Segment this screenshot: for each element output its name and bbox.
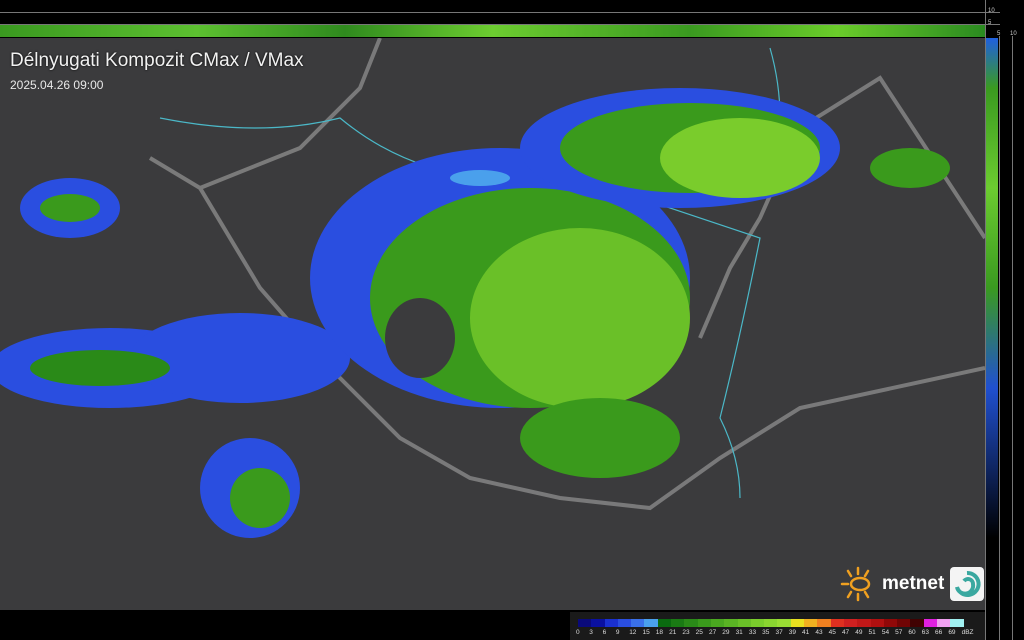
legend-swatch [790, 619, 805, 627]
legend-swatch [937, 619, 951, 627]
map-title: Délnyugati Kompozit CMax / VMax [10, 50, 304, 71]
legend-swatch [591, 619, 605, 627]
legend-swatch [764, 619, 778, 627]
legend-tick: 66 [935, 629, 943, 636]
legend-tick: 57 [895, 629, 903, 636]
legend-tick: 15 [642, 629, 650, 636]
legend-swatch [697, 619, 711, 627]
legend-tick: 49 [855, 629, 863, 636]
legend-tick: 43 [815, 629, 823, 636]
top-profile-panel: 10 5 5 10 [0, 0, 1024, 38]
legend-swatch [950, 619, 964, 627]
legend-swatch [777, 619, 791, 627]
axis-label: 5 [988, 20, 992, 26]
legend-swatch [578, 619, 592, 627]
dbz-legend: 0 3 6 9 12 15 18 21 23 25 27 29 31 33 35 37 39 41 43 45 47 49… [570, 612, 985, 640]
legend-swatch [657, 619, 672, 627]
legend-swatch [843, 619, 858, 627]
legend-swatch [710, 619, 725, 627]
legend-ticks: 0 3 6 9 12 15 18 21 23 25 27 29 31 33 35 37 39 41 43 45 47 49… [576, 629, 975, 636]
legend-tick: 0 [576, 629, 580, 636]
swirl-icon [950, 567, 985, 601]
legend-tick: 9 [615, 629, 620, 636]
legend-swatch [644, 619, 658, 627]
legend-swatch [604, 619, 618, 627]
radar-layer [0, 37, 987, 538]
metnet-logo: metnet [840, 566, 985, 602]
logo-text: metnet [882, 573, 945, 594]
legend-swatch [671, 619, 685, 627]
radar-map[interactable] [0, 37, 987, 610]
legend-swatch [737, 619, 751, 627]
legend-tick: 21 [669, 629, 677, 636]
legend-tick: 41 [802, 629, 810, 636]
axis-line [0, 12, 1000, 13]
axis-line [0, 24, 1000, 25]
legend-tick: 45 [828, 629, 836, 636]
legend-swatch [817, 619, 831, 627]
legend-color-bar [578, 619, 964, 627]
right-reflectivity-profile [986, 38, 998, 538]
map-timestamp: 2025.04.26 09:00 [10, 78, 104, 92]
legend-tick: 39 [788, 629, 796, 636]
legend-tick: 51 [868, 629, 876, 636]
legend-swatch [857, 619, 871, 627]
legend-tick: 6 [602, 629, 607, 636]
legend-tick: 25 [695, 629, 703, 636]
legend-tick: 60 [908, 629, 916, 636]
axis-label: 10 [1010, 31, 1017, 37]
precipitation [0, 88, 950, 538]
axis-label: 5 [997, 31, 1001, 37]
legend-swatch [897, 619, 911, 627]
legend-swatch [910, 619, 924, 627]
legend-swatch [631, 619, 645, 627]
legend-swatch [724, 619, 738, 627]
axis-line [985, 0, 986, 640]
legend-tick: 35 [762, 629, 770, 636]
legend-tick: 31 [735, 629, 743, 636]
legend-swatch [870, 619, 884, 627]
legend-tick: 3 [589, 629, 593, 636]
top-reflectivity-profile [0, 25, 985, 37]
legend-swatch [617, 619, 632, 627]
legend-tick: 33 [748, 629, 757, 636]
legend-tick: 29 [722, 629, 730, 636]
axis-label: 10 [988, 8, 995, 14]
legend-tick: 12 [629, 629, 637, 636]
legend-tick: dBZ [961, 629, 974, 636]
legend-tick: 63 [921, 629, 929, 636]
axis-line [1012, 36, 1013, 640]
legend-swatch [684, 619, 698, 627]
legend-swatch [883, 619, 898, 627]
legend-tick: 37 [775, 629, 783, 636]
legend-tick: 27 [708, 629, 717, 636]
legend-tick: 54 [881, 629, 890, 636]
legend-swatch [830, 619, 844, 627]
legend-tick: 47 [841, 629, 850, 636]
legend-tick: 23 [682, 629, 690, 636]
legend-tick: 18 [655, 629, 664, 636]
axis-line [999, 36, 1000, 640]
legend-swatch [923, 619, 938, 627]
legend-swatch [804, 619, 818, 627]
sun-icon [840, 566, 871, 602]
legend-tick: 69 [948, 629, 956, 636]
legend-swatch [750, 619, 765, 627]
